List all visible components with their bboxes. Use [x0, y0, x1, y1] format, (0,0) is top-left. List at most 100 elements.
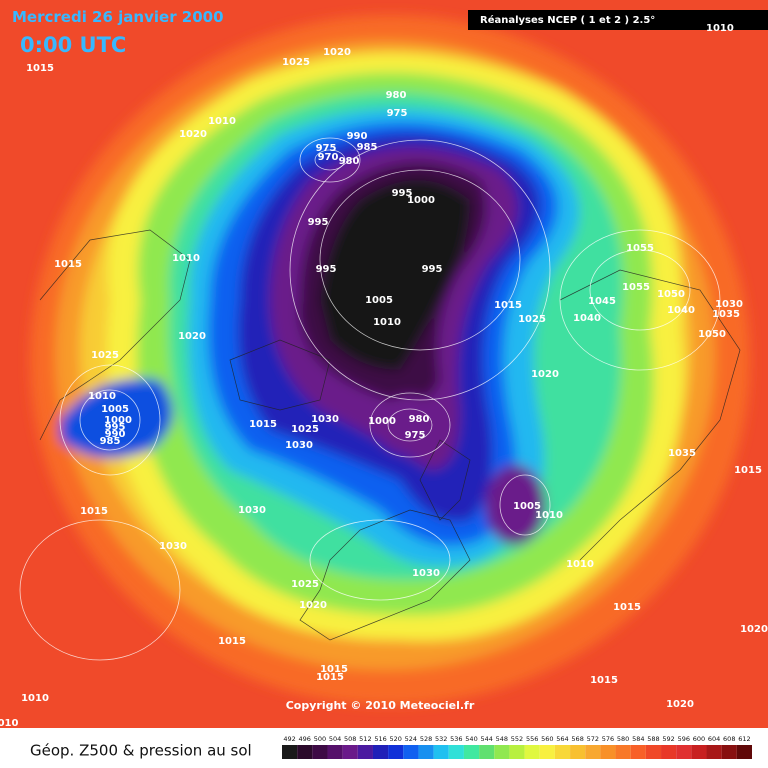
scale-cell	[706, 745, 722, 759]
isobar-label: 1055	[626, 243, 654, 254]
scale-label: 572	[587, 735, 599, 743]
coastlines	[39, 229, 741, 641]
scale-label: 520	[389, 735, 401, 743]
scale-cell	[357, 745, 373, 759]
isobar-label: 1010	[21, 693, 49, 704]
isobar-label: 1010	[208, 116, 236, 127]
isobar-label: 1005	[513, 501, 541, 512]
isobar-label: 1015	[320, 664, 348, 675]
isobar-label: 1015	[26, 63, 54, 74]
isobar-label: 1005	[101, 404, 129, 415]
scale-cell	[721, 745, 737, 759]
scale-label: 592	[662, 735, 674, 743]
isobar-label: 985	[357, 142, 378, 153]
scale-cell	[463, 745, 480, 759]
isobar-label: 1015	[249, 419, 277, 430]
scale-cell	[630, 745, 646, 759]
isobar-label: 1015	[80, 506, 108, 517]
scale-cell	[372, 745, 389, 759]
scale-label: 576	[602, 735, 614, 743]
isobar-label: 995	[316, 264, 337, 275]
isobar-label: 1050	[657, 289, 685, 300]
isobar-label: 1015	[218, 636, 246, 647]
scale-cell	[312, 745, 328, 759]
scale-cell	[418, 745, 434, 759]
scale-label: 524	[405, 735, 417, 743]
isobar-label: 1045	[588, 296, 616, 307]
scale-cell	[615, 745, 631, 759]
isobar-label: 1020	[179, 129, 207, 140]
scale-label: 560	[541, 735, 553, 743]
scale-label: 608	[723, 735, 735, 743]
isobar-label: 1015	[590, 675, 618, 686]
isobar-label: 1010	[566, 559, 594, 570]
scale-label: 580	[617, 735, 629, 743]
isobar-label: 1010	[535, 510, 563, 521]
isobar-label: 975	[387, 108, 408, 119]
isobar-label: 1010	[373, 317, 401, 328]
isobar-label: 970	[318, 152, 339, 163]
date-label: Mercredi 26 janvier 2000	[12, 8, 224, 26]
isobar-label: 1030	[412, 568, 440, 579]
scale-cell	[433, 745, 449, 759]
isobars	[19, 137, 721, 661]
isobar-label: 1030	[715, 299, 743, 310]
scale-label: 500	[314, 735, 326, 743]
isobar-label: 1015	[316, 672, 344, 683]
isobar-label: 1010	[88, 391, 116, 402]
scale-cell	[327, 745, 343, 759]
isobar-label: 1020	[666, 699, 694, 710]
isobar-label: 980	[339, 156, 360, 167]
isobar-label: 985	[100, 436, 121, 447]
scale-cell	[736, 745, 752, 759]
isobar-label: 1015	[54, 259, 82, 270]
isobar-label: 1015	[494, 300, 522, 311]
scale-cell	[282, 745, 298, 759]
footer-title: Géop. Z500 & pression au sol	[30, 742, 252, 760]
isobar-label: 990	[105, 429, 126, 440]
isobar-label: 1010	[172, 253, 200, 264]
isobar-label: 1025	[518, 314, 546, 325]
isobar-label: 975	[316, 143, 337, 154]
isobar-label: 1020	[531, 369, 559, 380]
scale-label: 504	[329, 735, 341, 743]
scale-cell	[570, 745, 586, 759]
scale-label: 548	[496, 735, 508, 743]
isobar-label: 1000	[368, 416, 396, 427]
isobar-label: 1000	[104, 415, 132, 426]
scale-label: 588	[647, 735, 659, 743]
scale-cell	[403, 745, 419, 759]
scale-cell	[297, 745, 313, 759]
isobar-label: 1050	[698, 329, 726, 340]
scale-cell	[494, 745, 510, 759]
corner-label: 1010	[706, 23, 734, 34]
scale-cell	[509, 745, 525, 759]
isobar-label: 980	[386, 90, 407, 101]
isobar-label: 1040	[573, 313, 601, 324]
scale-label: 584	[632, 735, 644, 743]
isobar-label: 995	[392, 188, 413, 199]
scale-cell	[645, 745, 662, 759]
scale-label: 492	[283, 735, 295, 743]
scale-cell	[691, 745, 707, 759]
scale-label: 516	[374, 735, 386, 743]
isobar-label: 1030	[238, 505, 266, 516]
isobar-label: 1030	[159, 541, 187, 552]
isobar-label: 1040	[667, 305, 695, 316]
scale-label: 540	[465, 735, 477, 743]
scale-label: 568	[571, 735, 583, 743]
source-label: Réanalyses NCEP ( 1 et 2 ) 2.5°	[480, 14, 655, 26]
isobar-label: 1025	[282, 57, 310, 68]
isobar-label: 010	[0, 718, 18, 729]
scale-label: 596	[678, 735, 690, 743]
time-label: 0:00 UTC	[20, 33, 126, 57]
scale-label: 536	[450, 735, 462, 743]
scale-label: 544	[480, 735, 492, 743]
scale-cell	[524, 745, 540, 759]
source-box	[468, 10, 768, 30]
scale-cell	[661, 745, 677, 759]
isobar-label: 1000	[407, 195, 435, 206]
scale-cell	[388, 745, 404, 759]
